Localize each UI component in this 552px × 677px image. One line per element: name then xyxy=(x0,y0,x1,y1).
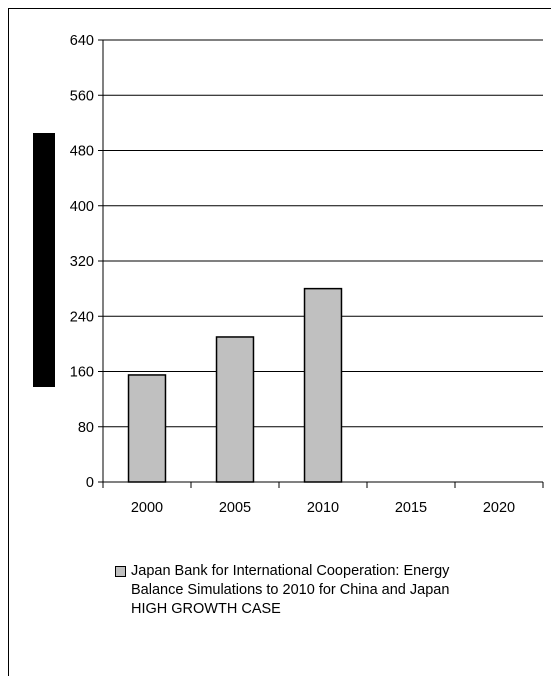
chart-frame xyxy=(8,8,551,676)
y-tick-label: 640 xyxy=(70,33,94,49)
bar xyxy=(127,374,167,483)
x-tick-label: 2020 xyxy=(483,500,515,516)
bar xyxy=(215,336,255,483)
y-tick-label: 0 xyxy=(86,475,94,491)
x-tick-label: 2000 xyxy=(131,500,163,516)
x-tick-label: 2005 xyxy=(219,500,251,516)
y-tick-label: 80 xyxy=(78,420,94,436)
y-axis-title-block xyxy=(33,133,55,387)
y-tick-label: 400 xyxy=(70,199,94,215)
legend-swatch xyxy=(115,566,126,577)
legend-label: Japan Bank for International Cooperation… xyxy=(131,563,450,617)
y-tick-label: 160 xyxy=(70,365,94,381)
bar xyxy=(303,287,343,483)
x-tick-label: 2015 xyxy=(395,500,427,516)
y-tick-label: 240 xyxy=(70,309,94,325)
y-tick-label: 480 xyxy=(70,144,94,160)
legend: Japan Bank for International Cooperation… xyxy=(115,562,525,619)
y-tick-label: 560 xyxy=(70,88,94,104)
x-tick-label: 2010 xyxy=(307,500,339,516)
y-tick-label: 320 xyxy=(70,254,94,270)
